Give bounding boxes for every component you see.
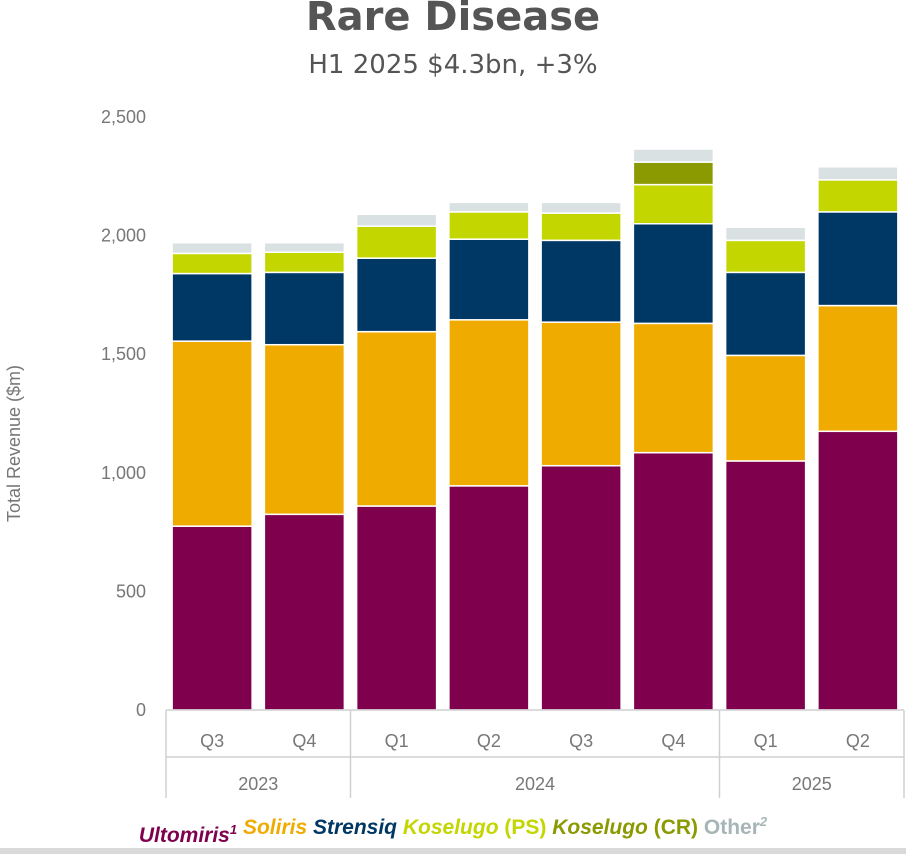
bar-segment bbox=[540, 239, 622, 323]
x-tick-label: Q4 bbox=[661, 731, 685, 751]
bar-segment bbox=[171, 252, 253, 275]
x-tick-label: Q2 bbox=[846, 731, 870, 751]
bar-segment bbox=[632, 322, 715, 454]
x-tick-label: Q4 bbox=[292, 731, 316, 751]
bar-segment bbox=[448, 201, 530, 213]
bar-segment bbox=[632, 451, 715, 711]
legend: Ultomiris1 Soliris Strensiq Koselugo (PS… bbox=[139, 814, 768, 847]
legend-entry: Koselugo bbox=[552, 816, 648, 839]
bar-segment bbox=[355, 257, 438, 333]
bar-segment bbox=[724, 271, 807, 357]
chart-subtitle: H1 2025 $4.3bn, +3% bbox=[308, 50, 598, 80]
x-group-label: 2023 bbox=[238, 774, 278, 794]
y-tick-label: 0 bbox=[136, 700, 146, 720]
bar-segment bbox=[817, 211, 899, 307]
y-tick-label: 1,500 bbox=[101, 344, 146, 364]
legend-entry-suffix: (CR) bbox=[648, 816, 698, 839]
bar-segment bbox=[724, 226, 807, 242]
bar-segment bbox=[817, 430, 899, 711]
bar-segment bbox=[448, 238, 530, 321]
legend-entry: Soliris bbox=[243, 816, 307, 839]
x-tick-label: Q2 bbox=[477, 731, 501, 751]
legend-entry: Koselugo bbox=[403, 816, 499, 839]
bar-segment bbox=[632, 222, 715, 325]
bar-segment bbox=[171, 340, 253, 527]
bar-segment bbox=[355, 505, 438, 711]
x-group-label: 2025 bbox=[792, 774, 832, 794]
bar-segment bbox=[632, 161, 715, 186]
chart-title: Rare Disease bbox=[305, 0, 601, 40]
x-group-label: 2024 bbox=[515, 774, 555, 794]
y-tick-label: 500 bbox=[116, 581, 146, 601]
y-tick-label: 2,000 bbox=[101, 226, 146, 246]
x-tick-label: Q3 bbox=[200, 731, 224, 751]
bar-segment bbox=[724, 460, 807, 711]
legend-entry-suffix: (PS) bbox=[499, 816, 547, 839]
bar-segment bbox=[171, 525, 253, 711]
bar-segment bbox=[632, 183, 715, 225]
bar-segment bbox=[263, 241, 346, 253]
legend-entry: Strensiq bbox=[313, 816, 397, 839]
bar-segment bbox=[263, 271, 346, 346]
x-tick-label: Q1 bbox=[385, 731, 409, 751]
bar-segment bbox=[171, 272, 253, 342]
bar-segment bbox=[817, 166, 899, 181]
bar-segment bbox=[448, 211, 530, 240]
legend-entry: Other bbox=[704, 816, 760, 839]
y-axis-label: Total Revenue ($m) bbox=[4, 365, 24, 522]
bar-segment bbox=[724, 354, 807, 462]
x-tick-label: Q3 bbox=[569, 731, 593, 751]
x-tick-label: Q1 bbox=[754, 731, 778, 751]
bar-segment bbox=[540, 321, 622, 467]
legend-superscript: 1 bbox=[230, 822, 237, 837]
bar-segment bbox=[724, 239, 807, 274]
bar-segment bbox=[448, 485, 530, 711]
bar-segment bbox=[540, 201, 622, 214]
bar-segment bbox=[263, 251, 346, 274]
bar-segment bbox=[355, 213, 438, 227]
bar-segment bbox=[355, 330, 438, 507]
y-tick-label: 1,000 bbox=[101, 463, 146, 483]
bar-segment bbox=[817, 304, 899, 433]
bar-segment bbox=[540, 212, 622, 242]
bottom-divider bbox=[0, 848, 906, 854]
bar-segment bbox=[448, 319, 530, 487]
bar-segment bbox=[632, 148, 715, 163]
bar-segment bbox=[355, 225, 438, 259]
bar-segment bbox=[540, 464, 622, 711]
bar-segment bbox=[263, 343, 346, 516]
legend-entry: Ultomiris bbox=[139, 824, 230, 847]
y-tick-label: 2,500 bbox=[101, 107, 146, 127]
bar-segment bbox=[263, 513, 346, 711]
legend-superscript: 2 bbox=[759, 814, 768, 829]
bar-segment bbox=[817, 179, 899, 213]
bar-segment bbox=[171, 241, 253, 255]
